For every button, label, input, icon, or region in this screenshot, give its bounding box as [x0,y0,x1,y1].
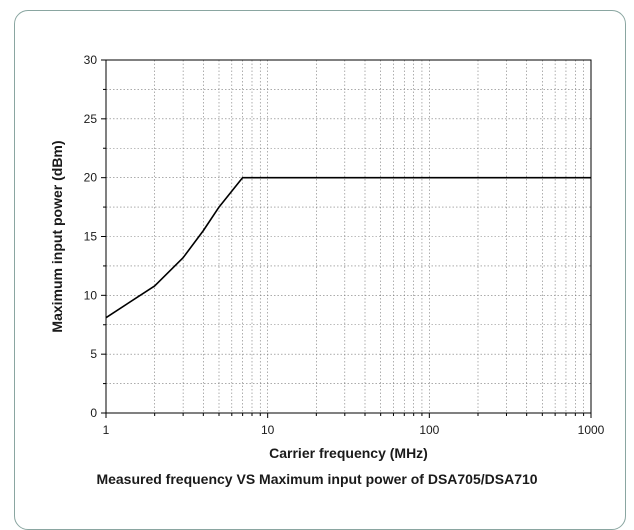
tick-marks [101,59,592,418]
x-tick-label: 1000 [578,423,605,437]
y-tick-label: 15 [84,230,98,244]
y-tick-label: 30 [84,53,98,67]
y-tick-label: 0 [90,406,97,420]
y-axis-label: Maximum input power (dBm) [49,140,65,332]
series-lines [105,176,591,319]
x-tick-label: 10 [261,423,275,437]
chart-caption: Measured frequency VS Maximum input powe… [96,471,538,487]
y-tick-label: 25 [84,112,98,126]
x-tick-label: 100 [419,423,439,437]
y-tick-label: 20 [84,171,98,185]
y-tick-label: 5 [90,347,97,361]
x-tick-label: 1 [103,423,110,437]
y-tick-label: 10 [84,288,98,302]
tick-labels: 0 5 10 15 20 25 30 1 10 100 1000 [84,53,605,437]
chart-plot: 0 5 10 15 20 25 30 1 10 100 1000 Carrier frequency… [49,53,605,461]
x-axis-label: Carrier frequency (MHz) [269,445,428,461]
chart-frame [14,10,626,530]
max-input-power-line [105,176,591,319]
grid-lines [106,60,591,413]
